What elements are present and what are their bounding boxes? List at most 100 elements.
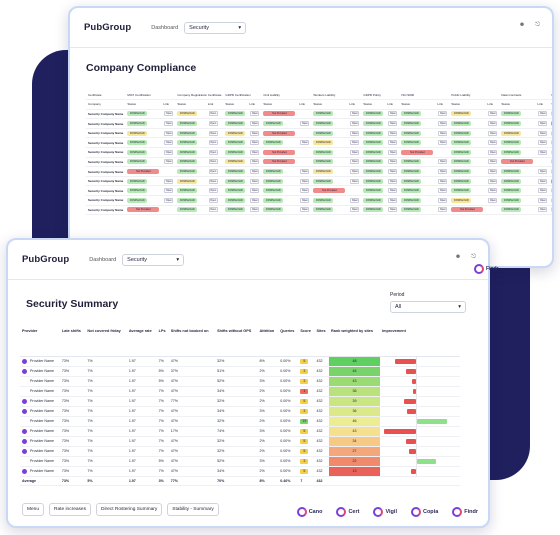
open-button[interactable]: Open: [388, 149, 398, 155]
provider[interactable]: Provider Name: [22, 468, 58, 474]
open-button[interactable]: Open: [350, 207, 360, 213]
open-button[interactable]: Open: [488, 121, 498, 127]
open-button[interactable]: Open: [250, 140, 260, 146]
open-button[interactable]: Open: [350, 197, 360, 203]
open-button[interactable]: Open: [388, 188, 398, 194]
open-button[interactable]: Open: [250, 169, 260, 175]
open-button[interactable]: Open: [350, 149, 360, 155]
column-header[interactable]: Provider: [20, 326, 60, 357]
open-button[interactable]: Open: [350, 111, 360, 117]
open-button[interactable]: Open: [388, 159, 398, 165]
footer-tab[interactable]: Stability - Summary: [167, 503, 219, 516]
open-button[interactable]: Open: [350, 159, 360, 165]
open-button[interactable]: Open: [538, 140, 548, 146]
open-button[interactable]: Open: [350, 121, 360, 127]
open-button[interactable]: Open: [388, 111, 398, 117]
provider[interactable]: Provider Name: [22, 379, 58, 384]
open-button[interactable]: Open: [538, 130, 548, 136]
open-button[interactable]: Open: [300, 121, 310, 127]
column-header[interactable]: Rank weighted by sites: [329, 326, 381, 357]
open-button[interactable]: Open: [438, 197, 448, 203]
open-button[interactable]: Open: [300, 188, 310, 194]
logout-icon[interactable]: ⎋: [471, 254, 476, 260]
nav-label[interactable]: Dashboard: [89, 256, 117, 263]
open-button[interactable]: Open: [208, 188, 218, 194]
period-select[interactable]: All ▾: [390, 301, 466, 313]
open-button[interactable]: Open: [438, 140, 448, 146]
open-button[interactable]: Open: [164, 159, 174, 165]
open-button[interactable]: Open: [388, 140, 398, 146]
provider[interactable]: Provider Name: [22, 389, 58, 394]
open-button[interactable]: Open: [300, 169, 310, 175]
open-button[interactable]: Open: [488, 197, 498, 203]
open-button[interactable]: Open: [164, 178, 174, 184]
column-header[interactable]: Late shifts: [59, 326, 86, 357]
open-button[interactable]: Open: [438, 188, 448, 194]
open-button[interactable]: Open: [488, 149, 498, 155]
open-button[interactable]: Open: [300, 197, 310, 203]
open-button[interactable]: Open: [388, 207, 398, 213]
footer-tab[interactable]: Menu: [22, 503, 44, 516]
column-header[interactable]: Score: [298, 326, 315, 357]
open-button[interactable]: Open: [250, 159, 260, 165]
open-button[interactable]: Open: [538, 178, 548, 184]
provider[interactable]: Provider Name: [22, 438, 58, 444]
open-button[interactable]: Open: [388, 121, 398, 127]
open-button[interactable]: Open: [164, 149, 174, 155]
nav-label[interactable]: Dashboard: [151, 24, 179, 31]
open-button[interactable]: Open: [350, 140, 360, 146]
open-button[interactable]: Open: [538, 197, 548, 203]
column-header[interactable]: Not covered friday: [85, 326, 127, 357]
open-button[interactable]: Open: [388, 130, 398, 136]
open-button[interactable]: Open: [350, 130, 360, 136]
open-button[interactable]: Open: [488, 169, 498, 175]
open-button[interactable]: Open: [438, 121, 448, 127]
provider[interactable]: Provider Name: [22, 448, 58, 454]
column-header[interactable]: LPs: [156, 326, 169, 357]
open-button[interactable]: Open: [438, 130, 448, 136]
column-header[interactable]: Attrition: [257, 326, 279, 357]
provider[interactable]: Provider Name: [22, 419, 58, 424]
open-button[interactable]: Open: [250, 121, 260, 127]
open-button[interactable]: Open: [250, 188, 260, 194]
open-button[interactable]: Open: [350, 169, 360, 175]
column-header[interactable]: Average rate: [126, 326, 157, 357]
open-button[interactable]: Open: [208, 140, 218, 146]
open-button[interactable]: Open: [438, 178, 448, 184]
open-button[interactable]: Open: [164, 130, 174, 136]
open-button[interactable]: Open: [488, 178, 498, 184]
user-icon[interactable]: ☻: [454, 254, 462, 260]
open-button[interactable]: Open: [438, 169, 448, 175]
open-button[interactable]: Open: [208, 178, 218, 184]
open-button[interactable]: Open: [438, 159, 448, 165]
open-button[interactable]: Open: [208, 111, 218, 117]
provider[interactable]: Provider Name: [22, 398, 58, 404]
open-button[interactable]: Open: [300, 140, 310, 146]
open-button[interactable]: Open: [208, 207, 218, 213]
open-button[interactable]: Open: [250, 178, 260, 184]
provider[interactable]: Provider Name: [22, 408, 58, 414]
open-button[interactable]: Open: [208, 149, 218, 155]
open-button[interactable]: Open: [164, 121, 174, 127]
column-header[interactable]: Shifts not booked on: [168, 326, 216, 357]
open-button[interactable]: Open: [250, 197, 260, 203]
open-button[interactable]: Open: [164, 140, 174, 146]
open-button[interactable]: Open: [538, 111, 548, 117]
open-button[interactable]: Open: [300, 178, 310, 184]
user-icon[interactable]: ☻: [518, 22, 526, 28]
open-button[interactable]: Open: [208, 159, 218, 165]
dashboard-select[interactable]: Security ▾: [184, 21, 247, 34]
open-button[interactable]: Open: [250, 149, 260, 155]
open-button[interactable]: Open: [208, 197, 218, 203]
footer-tab[interactable]: Rate increases: [49, 503, 91, 516]
column-header[interactable]: Sites: [314, 326, 330, 357]
provider[interactable]: Provider Name: [22, 358, 58, 364]
column-header[interactable]: Shifts without GPS: [215, 326, 258, 357]
open-button[interactable]: Open: [388, 169, 398, 175]
open-button[interactable]: Open: [250, 111, 260, 117]
open-button[interactable]: Open: [488, 111, 498, 117]
provider[interactable]: Provider Name: [22, 428, 58, 434]
provider[interactable]: Provider Name: [22, 459, 58, 464]
footer-tab[interactable]: Direct Rostering Summary: [96, 503, 163, 516]
open-button[interactable]: Open: [538, 207, 548, 213]
